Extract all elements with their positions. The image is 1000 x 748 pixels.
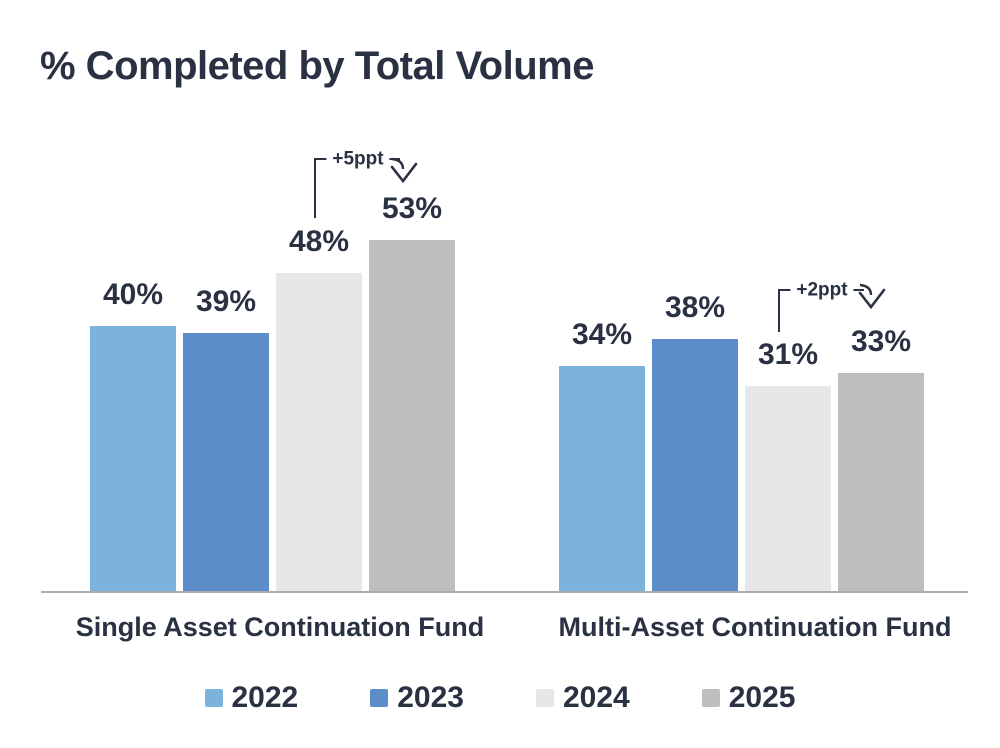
- value-label-2023-multi-asset-continuation-fund: 38%: [664, 291, 726, 324]
- arrow-down-icon: [858, 283, 886, 310]
- legend-item-2025: 2025: [701, 681, 796, 714]
- legend-label-2024: 2024: [563, 681, 630, 714]
- annotation-bracket-2ppt: +2ppt: [778, 280, 864, 332]
- value-label-2025-single-asset-continuation-fund: 53%: [381, 192, 443, 225]
- value-label-2023-single-asset-continuation-fund: 39%: [195, 285, 257, 318]
- annotation-label-5ppt: +5ppt: [326, 149, 390, 169]
- bar-2024-multi-asset-continuation-fund: [745, 386, 831, 592]
- bar-2022-single-asset-continuation-fund: [90, 326, 176, 592]
- chart-legend: 2022 2023 2024 2025: [0, 681, 1000, 715]
- legend-item-2023: 2023: [370, 683, 464, 713]
- legend-swatch-2023: [370, 689, 389, 707]
- value-label-2022-single-asset-continuation-fund: 40%: [102, 278, 164, 311]
- bar-2023-multi-asset-continuation-fund: [652, 339, 738, 592]
- bar-2024-single-asset-continuation-fund: [276, 273, 362, 592]
- category-label-single-asset: Single Asset Continuation Fund: [75, 612, 485, 642]
- bar-2025-multi-asset-continuation-fund: [838, 373, 924, 592]
- legend-swatch-2024: [536, 689, 554, 707]
- bar-2023-single-asset-continuation-fund: [183, 333, 269, 592]
- value-label-2024-multi-asset-continuation-fund: 31%: [757, 338, 819, 371]
- legend-label-2022: 2022: [231, 681, 299, 714]
- legend-swatch-2025: [701, 689, 720, 707]
- category-label-multi-asset: Multi-Asset Continuation Fund: [558, 612, 952, 642]
- annotation-bracket-5ppt: +5ppt: [314, 149, 400, 218]
- legend-label-2025: 2025: [728, 681, 796, 714]
- legend-swatch-2022: [204, 689, 223, 707]
- legend-item-2022: 2022: [204, 681, 299, 714]
- legend-item-2024: 2024: [536, 683, 630, 713]
- bar-2025-single-asset-continuation-fund: [369, 240, 455, 592]
- value-label-2024-single-asset-continuation-fund: 48%: [288, 225, 350, 258]
- value-label-2025-multi-asset-continuation-fund: 33%: [850, 325, 912, 358]
- x-axis-line: [41, 591, 968, 593]
- bar-2022-multi-asset-continuation-fund: [559, 366, 645, 592]
- legend-label-2023: 2023: [397, 681, 464, 714]
- value-label-2022-multi-asset-continuation-fund: 34%: [571, 318, 633, 351]
- arrow-down-icon: [390, 157, 418, 184]
- chart-title: % Completed by Total Volume: [40, 44, 594, 88]
- annotation-label-2ppt: +2ppt: [790, 280, 854, 300]
